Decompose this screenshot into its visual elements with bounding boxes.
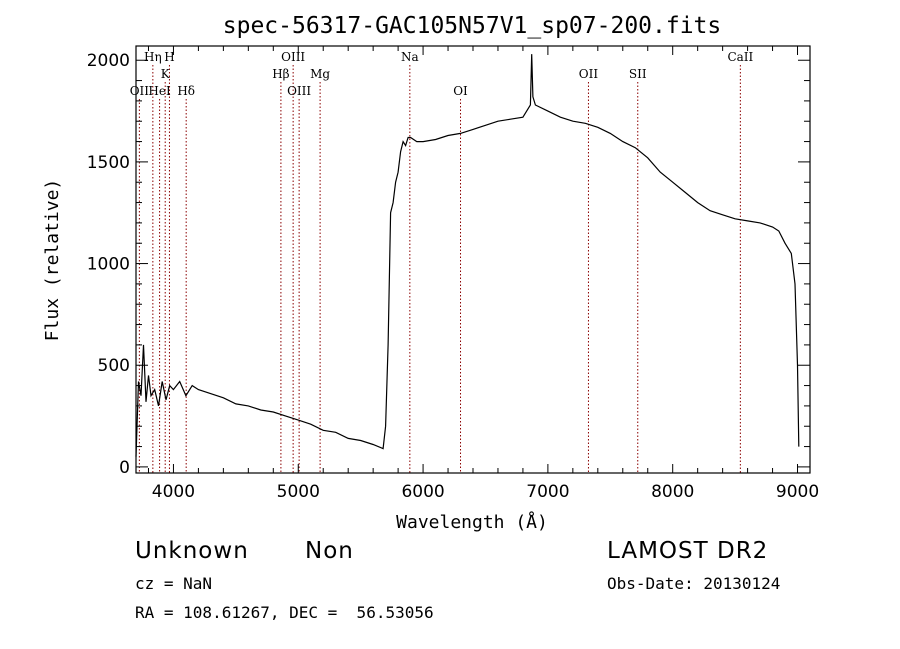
y-axis-title: Flux (relative) bbox=[42, 179, 63, 342]
line-marker-label: OIII bbox=[281, 50, 305, 64]
x-tick-label: 8000 bbox=[651, 482, 694, 502]
plot-frame bbox=[135, 45, 811, 474]
line-marker-label: Mg bbox=[310, 67, 330, 81]
line-marker-label: OII bbox=[130, 84, 150, 98]
x-tick-label: 7000 bbox=[526, 482, 569, 502]
line-marker-label: K bbox=[161, 67, 171, 81]
coordinates-text: RA = 108.61267, DEC = 56.53056 bbox=[135, 603, 434, 622]
line-marker-label: OII bbox=[579, 67, 599, 81]
spectrum-series bbox=[135, 54, 800, 457]
y-tick-label: 500 bbox=[98, 356, 130, 376]
class-label: Unknown bbox=[135, 538, 249, 564]
line-marker-label: Na bbox=[401, 50, 419, 64]
survey-label: LAMOST DR2 bbox=[607, 538, 769, 564]
emission-line-markers: OII Hη HeI KH Hδ Hβ OIII OIII Mg Na OI OII SII CaII bbox=[130, 50, 754, 473]
x-tick-label: 6000 bbox=[401, 482, 444, 502]
line-marker-label: HeI bbox=[148, 84, 171, 98]
y-tick-label: 1500 bbox=[87, 153, 130, 173]
x-tick-label: 4000 bbox=[152, 482, 195, 502]
line-marker-label: Hη bbox=[144, 50, 162, 64]
line-marker-label: OI bbox=[453, 84, 468, 98]
redshift-text: cz = NaN bbox=[135, 574, 213, 593]
x-axis-ticks: 4000 5000 6000 7000 8000 9000 bbox=[147, 46, 819, 502]
line-marker-label: SII bbox=[629, 67, 647, 81]
x-tick-label: 9000 bbox=[776, 482, 819, 502]
x-axis-title: Wavelength (Å) bbox=[396, 511, 548, 533]
x-tick-label: 5000 bbox=[277, 482, 320, 502]
y-axis-ticks: 0 500 1000 1500 2000 bbox=[87, 51, 810, 478]
line-marker-label: Hδ bbox=[177, 84, 195, 98]
obs-date-text: Obs-Date: 20130124 bbox=[607, 574, 781, 593]
line-marker-label: CaII bbox=[727, 50, 753, 64]
y-tick-label: 1000 bbox=[87, 255, 130, 275]
line-marker-label: H bbox=[164, 50, 174, 64]
subclass-label: Non bbox=[305, 538, 354, 564]
line-marker-label: OIII bbox=[287, 84, 311, 98]
y-tick-label: 2000 bbox=[87, 51, 130, 71]
line-marker-label: Hβ bbox=[272, 67, 289, 81]
y-tick-label: 0 bbox=[119, 458, 130, 478]
chart-title: spec-56317-GAC105N57V1_sp07-200.fits bbox=[223, 13, 722, 39]
